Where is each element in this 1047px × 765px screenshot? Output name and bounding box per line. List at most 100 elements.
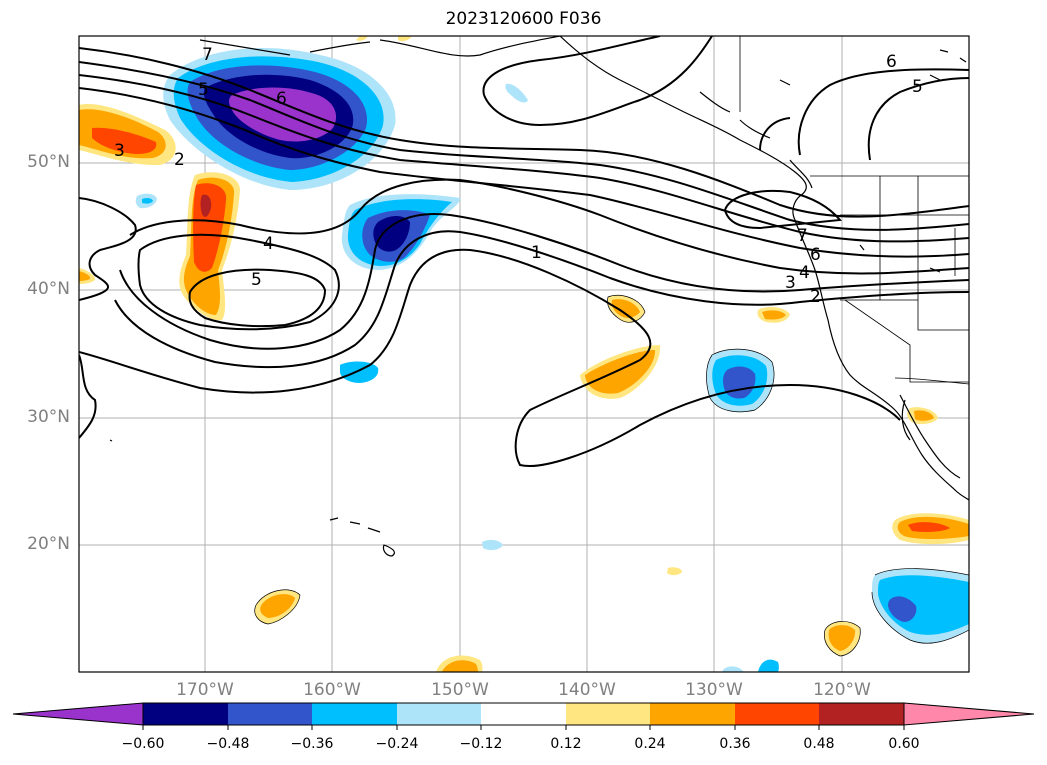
border-states-1: [840, 176, 969, 331]
colorbar-bin: [143, 703, 228, 725]
contour-label: 7: [202, 45, 213, 65]
coast-hawaii: [329, 517, 396, 557]
contour-label: 4: [263, 234, 274, 254]
contour-5: [79, 197, 137, 301]
contour-label: 5: [198, 80, 209, 100]
contour-3: [188, 268, 327, 328]
colorbar-tick-label: −0.60: [121, 736, 165, 752]
colorbar-tickmarks: [142, 725, 905, 730]
colorbar-bin: [566, 703, 650, 725]
contour-label: 4: [799, 263, 810, 283]
colorbar-bin: [819, 703, 904, 725]
contour-lines: [79, 36, 969, 467]
shade-pos-small-8: [828, 625, 856, 651]
shade-pos-small-10: [442, 660, 478, 672]
outline-2: [607, 294, 646, 323]
colorbar-tick-label: −0.12: [459, 736, 503, 752]
contour-label: 2: [174, 150, 185, 170]
shade-pos-small-2: [611, 299, 640, 318]
lon-label: 130°W: [685, 680, 743, 700]
colorbar-bin: [397, 703, 481, 725]
colorbar-tick-label: −0.24: [375, 736, 419, 752]
contour-7: [79, 74, 969, 243]
shade-outlines: [254, 294, 969, 657]
shade-neg-se-2: [888, 596, 917, 622]
contour-ring-1: [129, 178, 969, 275]
contour-ring-2: [119, 213, 969, 350]
lat-label: 30°N: [27, 407, 70, 427]
contour-label: 7: [797, 226, 808, 246]
colorbar-bin: [481, 703, 566, 725]
coast-aleutians: [199, 39, 371, 56]
lon-label: 150°W: [431, 680, 489, 700]
shade-neg-small-5: [482, 539, 503, 551]
shade-pos-small-4: [762, 310, 786, 320]
contour-trough-b: [483, 36, 713, 127]
shade-pos-mex-2: [908, 522, 950, 532]
colorbar-tick-label: −0.36: [290, 736, 334, 752]
contour-east-low: [797, 68, 969, 156]
colorbar-extend-high: [903, 702, 1035, 726]
coast-bc-islands: [699, 91, 813, 189]
colorbar-tick-label: 0.36: [719, 736, 751, 752]
colorbar-extend-low: [12, 702, 144, 726]
outline-5: [824, 621, 861, 657]
shade-neg-small-4: [505, 83, 528, 103]
contour-trough-a: [482, 36, 661, 96]
coast-baja: [899, 394, 961, 479]
contour-1: [79, 354, 97, 439]
lat-label: 40°N: [27, 279, 70, 299]
contour-mid: [723, 189, 842, 230]
shade-pos-wedge-2: [79, 271, 91, 281]
lat-label: 50°N: [27, 152, 70, 172]
lon-label: 170°W: [176, 680, 234, 700]
shade-neg-small-1: [340, 361, 379, 383]
positive-anomaly-shading: [79, 36, 969, 672]
colorbar-bin: [312, 703, 397, 725]
contour-label: 6: [810, 245, 821, 265]
outline-4: [871, 568, 969, 644]
contour-6: [79, 87, 969, 258]
shade-pos-baja-2: [914, 410, 934, 421]
contour-label: 6: [886, 52, 897, 72]
coast-misc: [109, 49, 967, 442]
shade-pos-small-6: [260, 594, 295, 618]
shade-pos-small-11: [667, 567, 682, 576]
map-title: 2023120600 F036: [445, 9, 602, 29]
contour-label: 2: [810, 287, 821, 307]
colorbar: [12, 702, 1035, 730]
colorbar-tick-label: 0.12: [550, 736, 582, 752]
contour-labels: 7 5 6 3 2 4 5 1 7 6 4 3 2 6 5: [114, 45, 923, 307]
contour-outer-a: [79, 47, 969, 218]
shade-pos-w-2: [92, 127, 157, 154]
contour-east-3: [759, 117, 791, 151]
contour-4: [137, 233, 340, 331]
negative-anomaly-shading: [135, 47, 969, 672]
outline-1: [254, 589, 301, 625]
colorbar-tick-label: 0.48: [803, 736, 835, 752]
shade-neg-aleutian-4: [229, 87, 337, 142]
coast-alaska: [379, 36, 969, 501]
shade-neg-small-3: [142, 197, 153, 204]
lon-label: 160°W: [303, 680, 361, 700]
shade-pos-small-12: [356, 36, 368, 41]
colorbar-tick-label: 0.60: [888, 736, 920, 752]
colorbar-tick-label: 0.24: [634, 736, 666, 752]
outline-3: [706, 348, 775, 413]
border-us-mexico: [894, 377, 969, 385]
colorbar-tick-label: −0.48: [206, 736, 250, 752]
contour-label: 3: [785, 273, 796, 293]
colorbar-bin: [735, 703, 819, 725]
contour-ring-3: [114, 230, 969, 369]
contour-label: 1: [531, 243, 542, 263]
colorbar-bin: [228, 703, 312, 725]
colorbar-bin: [650, 703, 735, 725]
contour-label: 5: [251, 270, 262, 290]
contour-outer-b: [79, 61, 969, 231]
contour-label: 6: [276, 89, 287, 109]
shade-neg-small-7: [722, 666, 744, 672]
shade-pos-small-13: [398, 36, 412, 42]
colorbar-border: [142, 702, 905, 726]
map-frame: [78, 35, 970, 673]
shade-neg-small-6: [758, 659, 779, 672]
